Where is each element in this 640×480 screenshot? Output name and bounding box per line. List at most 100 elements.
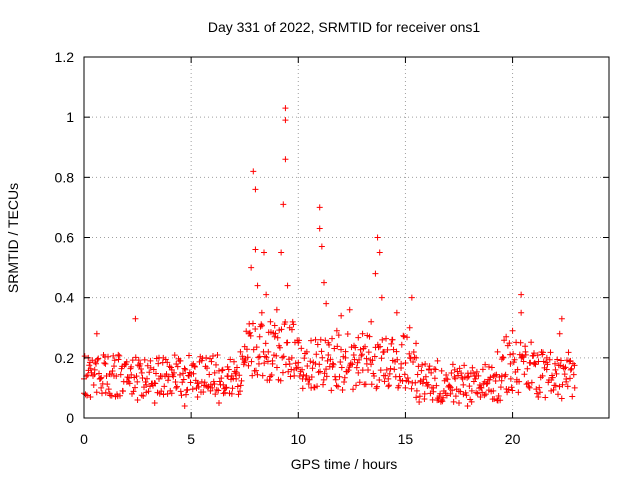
data-point <box>133 373 140 380</box>
data-point <box>507 375 514 382</box>
data-point <box>290 321 297 328</box>
data-point <box>422 360 429 367</box>
data-point <box>335 332 342 339</box>
data-point <box>323 373 330 380</box>
data-point <box>289 318 296 325</box>
data-point <box>111 363 117 370</box>
data-point <box>288 354 295 361</box>
data-point <box>474 390 481 397</box>
data-point <box>222 385 229 392</box>
data-point <box>267 318 274 325</box>
data-point <box>132 354 139 361</box>
data-point <box>472 375 479 382</box>
data-point <box>338 364 345 371</box>
data-point <box>291 366 297 373</box>
data-point <box>464 402 471 409</box>
data-point <box>473 372 480 379</box>
data-point <box>481 392 488 399</box>
data-point <box>164 390 171 397</box>
data-point <box>357 346 364 353</box>
data-point <box>312 360 319 367</box>
data-point <box>117 371 124 378</box>
data-point <box>400 332 407 339</box>
data-point <box>555 391 561 398</box>
data-point <box>543 354 550 361</box>
data-point <box>491 372 498 379</box>
data-point <box>93 360 99 367</box>
data-point <box>561 371 568 378</box>
data-point <box>90 382 97 389</box>
data-point <box>567 366 574 373</box>
data-point <box>117 392 123 399</box>
data-point <box>413 394 420 401</box>
data-point <box>559 381 566 388</box>
data-point <box>525 383 532 390</box>
data-point <box>98 374 105 381</box>
data-point <box>252 246 259 253</box>
data-point <box>186 352 192 359</box>
data-point <box>426 363 433 370</box>
data-point <box>452 375 459 382</box>
data-point <box>564 383 571 390</box>
data-point <box>321 370 328 377</box>
data-point <box>481 378 488 385</box>
grid-lines <box>84 57 609 418</box>
data-point <box>300 371 307 378</box>
data-point <box>362 343 369 350</box>
data-point <box>126 374 132 381</box>
data-point <box>285 356 292 363</box>
data-point <box>391 366 398 373</box>
data-point <box>248 358 255 365</box>
data-point <box>449 361 456 368</box>
data-point <box>273 364 280 371</box>
data-point <box>424 382 431 389</box>
data-point <box>478 384 485 391</box>
data-point <box>315 369 322 376</box>
data-point <box>552 366 559 373</box>
data-point <box>216 378 223 385</box>
data-point <box>337 358 344 365</box>
data-point <box>155 360 162 367</box>
data-point <box>286 324 293 331</box>
data-point <box>465 373 472 380</box>
data-point <box>256 353 263 360</box>
data-point <box>507 360 514 367</box>
data-point <box>556 330 563 337</box>
data-point <box>342 348 349 355</box>
data-point <box>84 372 91 379</box>
data-point <box>211 369 218 376</box>
data-point <box>317 336 324 343</box>
data-point <box>464 374 471 381</box>
data-point <box>510 350 517 357</box>
data-point <box>518 291 525 298</box>
data-point <box>233 375 240 382</box>
data-point <box>282 318 289 325</box>
data-point <box>437 390 444 397</box>
data-point <box>431 375 438 382</box>
data-point <box>119 387 126 394</box>
data-point <box>320 381 327 388</box>
data-point <box>369 357 376 364</box>
data-point <box>111 357 118 364</box>
data-point <box>241 357 248 364</box>
data-point <box>534 352 541 359</box>
data-point <box>388 340 395 347</box>
data-point <box>450 398 457 405</box>
data-point <box>567 357 574 364</box>
data-point <box>413 387 420 394</box>
data-point <box>90 372 96 379</box>
data-point <box>102 360 109 367</box>
data-point <box>398 341 405 348</box>
data-point <box>213 361 219 368</box>
data-point <box>492 378 499 385</box>
data-point <box>272 330 279 337</box>
data-point <box>299 375 306 382</box>
data-point <box>284 339 291 346</box>
data-point <box>414 371 421 378</box>
data-point <box>395 382 402 389</box>
data-point <box>143 381 150 388</box>
data-point <box>335 383 342 390</box>
data-point <box>254 371 261 378</box>
data-point <box>316 204 323 211</box>
data-point <box>263 354 270 361</box>
